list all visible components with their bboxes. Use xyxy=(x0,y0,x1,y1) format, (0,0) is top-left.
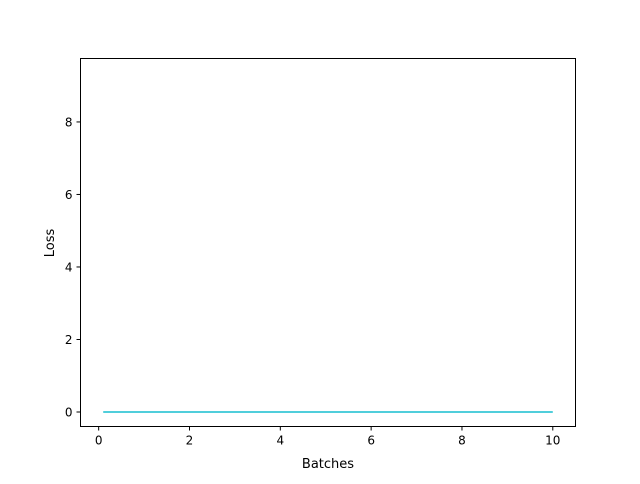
y-axis-ticks: 0 2 4 6 8 xyxy=(65,115,81,419)
x-tick-label: 4 xyxy=(276,434,284,448)
x-tick-label: 2 xyxy=(186,434,194,448)
y-tick-label: 8 xyxy=(65,115,73,129)
y-tick-label: 2 xyxy=(65,333,73,347)
y-tick-label: 6 xyxy=(65,188,73,202)
x-tick-label: 8 xyxy=(458,434,466,448)
x-axis-label: Batches xyxy=(302,457,354,472)
y-tick-label: 4 xyxy=(65,260,73,274)
x-tick-label: 10 xyxy=(545,434,560,448)
axes-frame xyxy=(80,58,576,427)
x-tick-label: 0 xyxy=(95,434,103,448)
y-tick-label: 0 xyxy=(65,405,73,419)
y-axis-label: Loss xyxy=(43,229,58,258)
x-axis-ticks: 0 2 4 6 8 10 xyxy=(95,426,560,448)
x-tick-label: 6 xyxy=(367,434,375,448)
